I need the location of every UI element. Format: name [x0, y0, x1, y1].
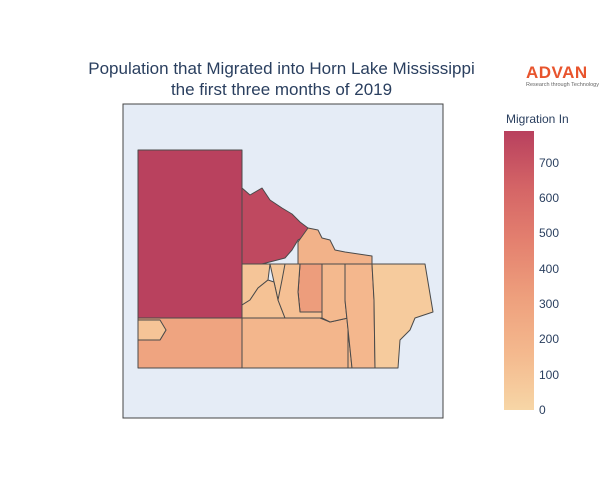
brand-logo-name: ADVAN [526, 63, 588, 82]
chart-title-line-2: the first three months of 2019 [170, 80, 393, 99]
colorbar-title: Migration In [506, 112, 569, 126]
map-region[interactable] [371, 263, 434, 369]
colorbar [504, 131, 534, 410]
regions-layer [137, 149, 434, 369]
colorbar-tick-label: 500 [539, 226, 560, 241]
brand-logo: ADVAN Research through Technology [526, 63, 599, 89]
map-region[interactable] [137, 149, 243, 319]
colorbar-tick-label: 200 [539, 332, 560, 347]
chart-title-line-1: Population that Migrated into Horn Lake … [88, 59, 475, 78]
map-region[interactable] [137, 319, 167, 341]
map-region[interactable] [297, 227, 373, 265]
chart-title: Population that Migrated into Horn Lake … [0, 58, 563, 100]
colorbar-tick-label: 300 [539, 297, 560, 312]
map-region[interactable] [297, 263, 323, 313]
colorbar-tick-label: 100 [539, 367, 560, 382]
colorbar-tick-label: 700 [539, 155, 560, 170]
colorbar-tick-label: 600 [539, 191, 560, 206]
colorbar-tick-label: 0 [539, 403, 546, 417]
map-region[interactable] [241, 317, 349, 369]
map-region[interactable] [277, 263, 323, 319]
brand-logo-tagline: Research through Technology [526, 82, 599, 88]
colorbar-tick-label: 400 [539, 261, 560, 276]
